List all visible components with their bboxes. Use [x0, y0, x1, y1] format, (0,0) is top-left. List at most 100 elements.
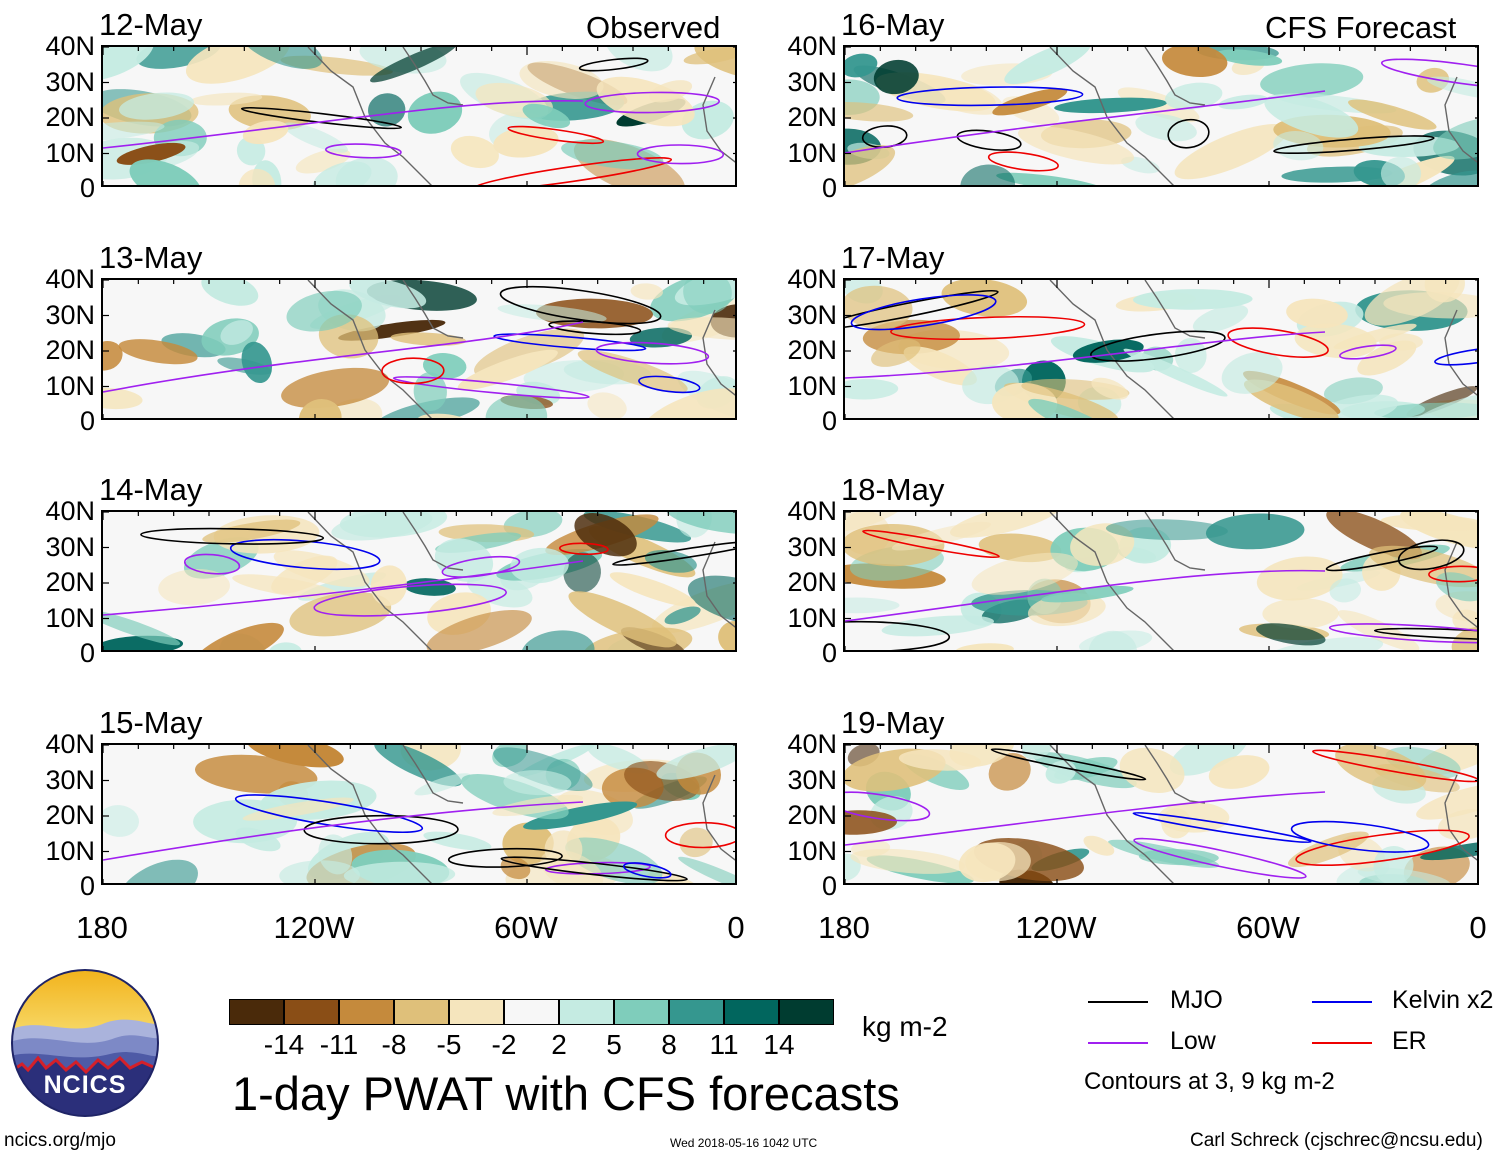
wave-contour: [1325, 545, 1439, 572]
anomaly-cell: [423, 831, 492, 851]
x-tick-label: 0: [727, 910, 745, 945]
panel-date-label: 12-May: [99, 7, 203, 42]
wave-contour: [850, 294, 997, 331]
y-tick-label: 30N: [787, 299, 837, 330]
anomaly-cell: [1286, 298, 1348, 329]
wave-contour: [862, 529, 1000, 559]
y-tick-label: 30N: [45, 66, 95, 97]
anomaly-cell: [681, 100, 734, 140]
map-panel: [843, 45, 1479, 187]
anomaly-cell: [881, 615, 995, 637]
anomaly-cell: [503, 770, 572, 796]
anomaly-cell: [1380, 514, 1477, 532]
anomaly-cell: [238, 168, 276, 185]
anomaly-cell: [502, 822, 554, 865]
y-tick-label: 10N: [45, 835, 95, 866]
pwat-map: [103, 280, 735, 418]
credit: Carl Schreck (cjschrec@ncsu.edu): [1190, 1130, 1483, 1151]
anomaly-cell: [988, 752, 1031, 791]
timestamp: Wed 2018-05-16 1042 UTC: [670, 1136, 818, 1150]
anomaly-cell: [1041, 585, 1134, 603]
wave-contour: [507, 125, 605, 145]
wave-contour: [987, 151, 1059, 172]
anomaly-cell: [1123, 348, 1228, 397]
anomaly-cell: [1433, 117, 1477, 160]
anomaly-cell: [609, 572, 696, 607]
anomaly-cell: [1004, 47, 1091, 85]
anomaly-cell: [510, 547, 569, 584]
anomaly-cell: [1264, 94, 1359, 138]
map-panel: [101, 278, 737, 420]
anomaly-cell: [1174, 123, 1289, 180]
anomaly-cell: [190, 92, 263, 106]
panel-date-label: 15-May: [99, 705, 203, 740]
wave-contour: [595, 341, 710, 365]
colorbar-label: 14: [763, 1029, 795, 1060]
wave-contour: [845, 331, 1326, 379]
anomaly-cell: [240, 47, 323, 69]
wave-contour: [103, 321, 584, 393]
x-tick-label: 60W: [494, 910, 558, 945]
y-tick-label: 30N: [787, 764, 837, 795]
anomaly-cell: [1083, 835, 1115, 856]
y-tick-label: 30N: [45, 531, 95, 562]
wave-contour: [1397, 539, 1465, 571]
coastline: [1049, 512, 1477, 650]
x-tick-label: 60W: [1236, 910, 1300, 945]
units-label: kg m-2: [862, 1011, 948, 1042]
anomaly-cell: [1054, 97, 1168, 114]
anomaly-cell: [103, 805, 139, 837]
x-tick-label: 180: [76, 910, 128, 945]
wave-contour: [990, 748, 1147, 781]
anomaly-cell: [1262, 598, 1339, 629]
anomaly-cell: [648, 80, 693, 103]
anomaly-cell: [312, 161, 372, 185]
anomaly-cell: [1319, 394, 1399, 418]
anomaly-cell: [493, 126, 559, 158]
colorbar-swatch: [229, 999, 284, 1025]
colorbar-swatch: [504, 999, 559, 1025]
anomaly-cell: [349, 280, 427, 309]
colorbar-label: -11: [319, 1029, 359, 1060]
anomaly-cell: [1256, 623, 1326, 646]
anomaly-cell: [202, 519, 301, 543]
pwat-map: [845, 512, 1477, 650]
anomaly-cell: [1337, 610, 1420, 650]
anomaly-cell: [898, 749, 981, 771]
colorbar-label: -5: [436, 1029, 462, 1060]
anomaly-cell: [1348, 99, 1437, 130]
anomaly-cell: [374, 745, 462, 787]
coastline: [1049, 745, 1477, 883]
wave-contour: [845, 90, 1326, 154]
colorbar-label: 11: [709, 1029, 739, 1060]
anomaly-cell: [1411, 391, 1477, 418]
wave-contour: [472, 157, 673, 185]
anomaly-cell: [1215, 49, 1283, 66]
anomaly-cell: [1420, 840, 1477, 861]
legend-line: [1312, 1001, 1372, 1003]
y-tick-label: 40N: [787, 496, 837, 526]
coastline: [1049, 47, 1477, 185]
anomaly-cell: [232, 574, 340, 600]
legend-label: Low: [1170, 1027, 1216, 1055]
wave-contour: [229, 538, 381, 571]
wave-contour: [1290, 820, 1430, 853]
wave-contour: [234, 794, 424, 834]
wave-contour: [1434, 345, 1477, 366]
anomaly-cell: [694, 47, 735, 79]
colorbar-swatch: [669, 999, 724, 1025]
y-tick-label: 0: [79, 871, 95, 901]
anomaly-cell: [376, 397, 480, 418]
anomaly-cell: [129, 159, 202, 185]
panel-date-label: 18-May: [841, 472, 945, 507]
wave-contour: [325, 143, 402, 159]
anomaly-cell: [298, 399, 342, 418]
y-tick-label: 30N: [45, 764, 95, 795]
anomaly-cell: [1329, 578, 1362, 603]
wave-contour: [956, 129, 1022, 151]
map-panel: [101, 510, 737, 652]
colorbar-swatch: [339, 999, 394, 1025]
pwat-map: [845, 745, 1477, 883]
site-link[interactable]: ncics.org/mjo: [4, 1130, 116, 1151]
wave-contour: [1167, 118, 1210, 149]
